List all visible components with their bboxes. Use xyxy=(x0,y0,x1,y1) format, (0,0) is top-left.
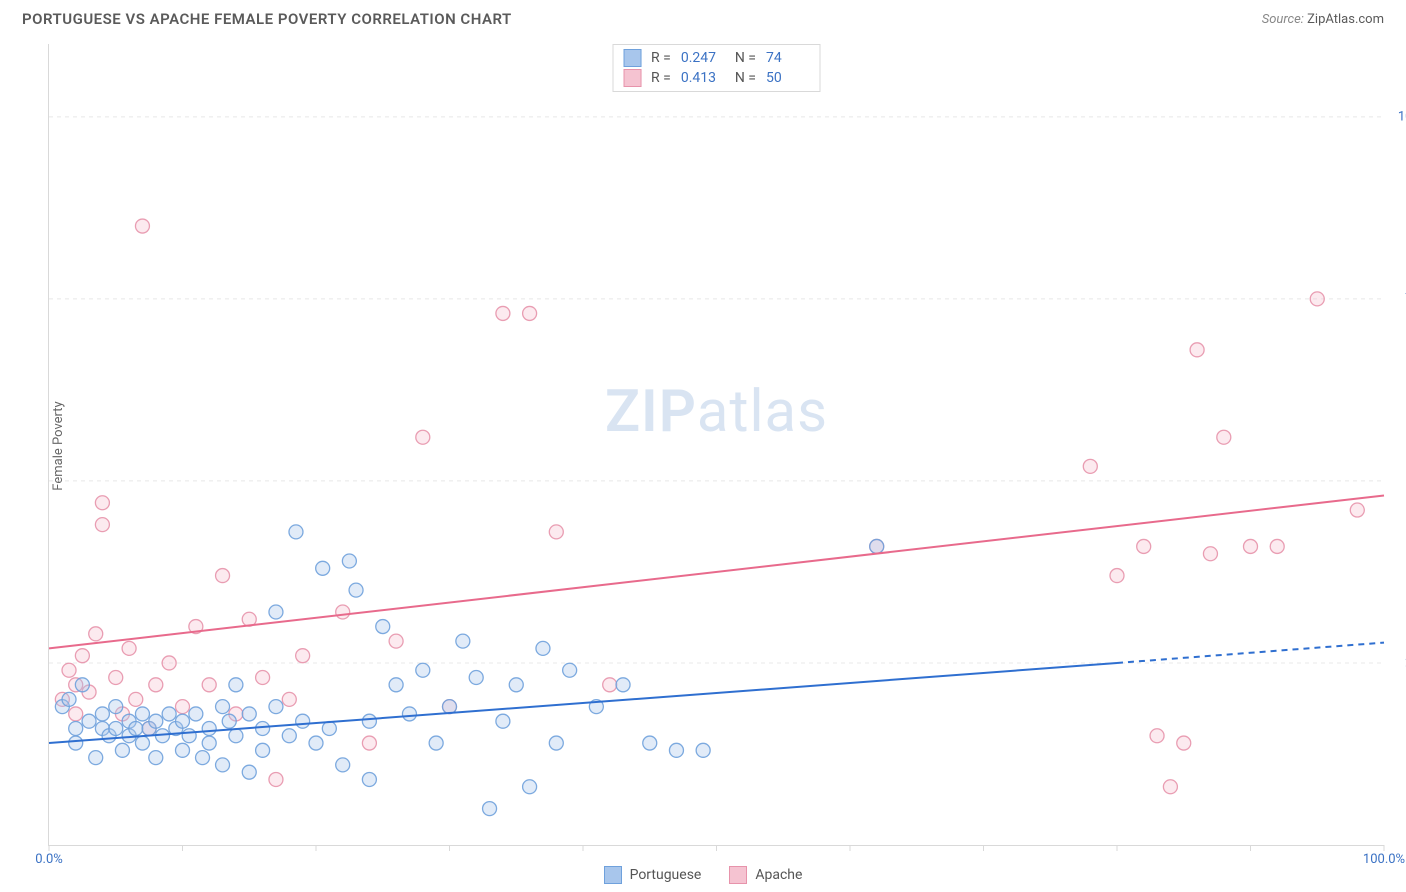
swatch-portuguese xyxy=(623,49,641,67)
y-tick-label: 100.0% xyxy=(1398,109,1406,124)
swatch-apache xyxy=(623,69,641,87)
chart-title: PORTUGUESE VS APACHE FEMALE POVERTY CORR… xyxy=(22,10,512,28)
swatch-portuguese xyxy=(604,866,622,884)
plot-svg xyxy=(49,44,1384,845)
legend-label: Apache xyxy=(755,867,802,883)
r-value-portuguese: 0.247 xyxy=(681,50,725,66)
swatch-apache xyxy=(729,866,747,884)
chart-container: PORTUGUESE VS APACHE FEMALE POVERTY CORR… xyxy=(0,0,1406,892)
legend-item-apache: Apache xyxy=(729,866,802,884)
stats-row-apache: R = 0.413 N = 50 xyxy=(623,69,810,87)
stats-row-portuguese: R = 0.247 N = 74 xyxy=(623,49,810,67)
legend-label: Portuguese xyxy=(630,867,702,883)
n-value-apache: 50 xyxy=(766,70,810,86)
n-label: N = xyxy=(735,70,756,86)
legend-item-portuguese: Portuguese xyxy=(604,866,702,884)
source-attribution: Source: ZipAtlas.com xyxy=(1262,12,1384,27)
source-label: Source: xyxy=(1262,12,1307,27)
x-tick-label: 0.0% xyxy=(35,852,63,867)
header: PORTUGUESE VS APACHE FEMALE POVERTY CORR… xyxy=(0,0,1406,34)
plot-region: ZIPatlas R = 0.247 N = 74 R = 0.413 N = … xyxy=(48,44,1384,846)
series-legend: Portuguese Apache xyxy=(0,866,1406,884)
source-value: ZipAtlas.com xyxy=(1307,12,1384,27)
r-label: R = xyxy=(651,50,671,66)
n-label: N = xyxy=(735,50,756,66)
x-tick-label: 100.0% xyxy=(1363,852,1405,867)
n-value-portuguese: 74 xyxy=(766,50,810,66)
r-value-apache: 0.413 xyxy=(681,70,725,86)
r-label: R = xyxy=(651,70,671,86)
chart-area: ZIPatlas R = 0.247 N = 74 R = 0.413 N = … xyxy=(48,44,1384,846)
stats-legend: R = 0.247 N = 74 R = 0.413 N = 50 xyxy=(612,44,821,92)
